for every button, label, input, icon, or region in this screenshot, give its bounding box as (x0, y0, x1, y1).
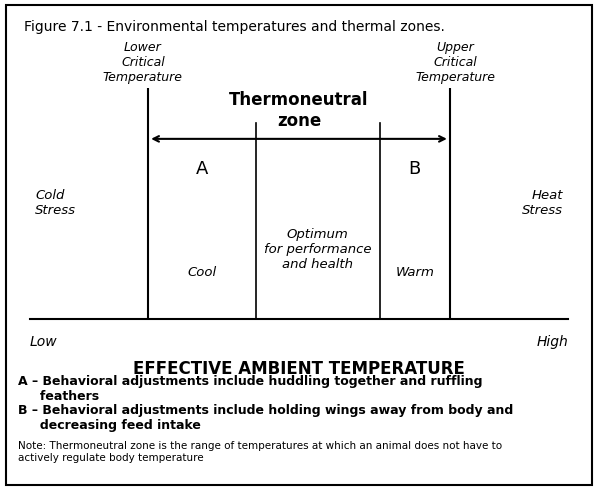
Text: A – Behavioral adjustments include huddling together and ruffling
     feathers: A – Behavioral adjustments include huddl… (18, 375, 483, 403)
Text: Optimum
for performance
and health: Optimum for performance and health (264, 228, 371, 271)
Text: B: B (408, 160, 421, 178)
Text: Note: Thermoneutral zone is the range of temperatures at which an animal does no: Note: Thermoneutral zone is the range of… (18, 441, 502, 463)
Text: Cool: Cool (188, 266, 216, 279)
FancyBboxPatch shape (6, 5, 592, 485)
Text: High: High (536, 335, 568, 348)
Text: Thermoneutral
zone: Thermoneutral zone (229, 91, 369, 130)
Text: A: A (196, 160, 208, 178)
Text: EFFECTIVE AMBIENT TEMPERATURE: EFFECTIVE AMBIENT TEMPERATURE (133, 360, 465, 378)
Text: Cold
Stress: Cold Stress (35, 189, 77, 218)
Text: B – Behavioral adjustments include holding wings away from body and
     decreas: B – Behavioral adjustments include holdi… (18, 404, 513, 432)
Text: Lower
Critical
Temperature: Lower Critical Temperature (103, 41, 183, 84)
Text: Upper
Critical
Temperature: Upper Critical Temperature (415, 41, 495, 84)
Text: Low: Low (30, 335, 57, 348)
Text: Warm: Warm (395, 266, 434, 279)
Text: Heat
Stress: Heat Stress (521, 189, 563, 218)
Text: Figure 7.1 - Environmental temperatures and thermal zones.: Figure 7.1 - Environmental temperatures … (24, 20, 445, 34)
